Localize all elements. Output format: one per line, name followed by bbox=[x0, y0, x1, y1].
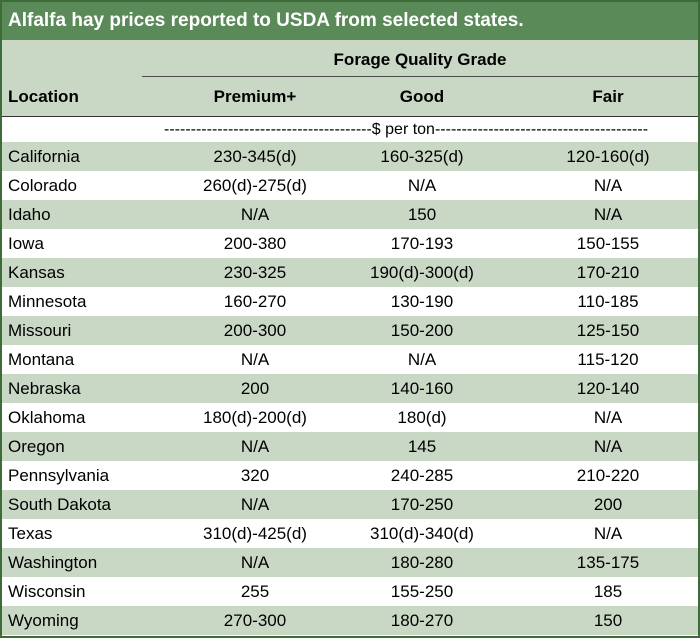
good-cell: N/A bbox=[407, 350, 437, 369]
premium-cell: 320 bbox=[240, 466, 270, 485]
location-cell: Wyoming bbox=[8, 611, 79, 630]
table-row: Oklahoma 180(d)-200(d) 180(d) N/A bbox=[2, 403, 698, 432]
premium-cell: N/A bbox=[240, 495, 270, 514]
good-cell: 170-250 bbox=[390, 495, 454, 514]
good-cell: 190(d)-300(d) bbox=[370, 263, 474, 282]
good-cell: 150 bbox=[407, 205, 437, 224]
premium-cell: 200-380 bbox=[223, 234, 287, 253]
premium-cell: N/A bbox=[240, 350, 270, 369]
fair-cell: N/A bbox=[593, 176, 623, 195]
good-cell: 240-285 bbox=[390, 466, 454, 485]
location-cell: Washington bbox=[8, 553, 98, 572]
table-row: Montana N/A N/A 115-120 bbox=[2, 345, 698, 374]
good-cell: 180-280 bbox=[390, 553, 454, 572]
premium-cell: 180(d)-200(d) bbox=[203, 408, 307, 427]
fair-cell: 170-210 bbox=[576, 263, 640, 282]
table-row: Kansas 230-325 190(d)-300(d) 170-210 bbox=[2, 258, 698, 287]
fair-cell: N/A bbox=[593, 408, 623, 427]
table-row: Colorado 260(d)-275(d) N/A N/A bbox=[2, 171, 698, 200]
location-cell: Missouri bbox=[8, 321, 72, 340]
table-row: Texas 310(d)-425(d) 310(d)-340(d) N/A bbox=[2, 519, 698, 548]
table-row: Oregon N/A 145 N/A bbox=[2, 432, 698, 461]
unit-row: ---------------------------------------$… bbox=[2, 117, 698, 142]
good-cell: 180-270 bbox=[390, 611, 454, 630]
table-row: Missouri 200-300 150-200 125-150 bbox=[2, 316, 698, 345]
location-cell: Kansas bbox=[8, 263, 65, 282]
fair-cell: 185 bbox=[593, 582, 623, 601]
table-row: Minnesota 160-270 130-190 110-185 bbox=[2, 287, 698, 316]
premium-cell: N/A bbox=[240, 205, 270, 224]
good-cell: 150-200 bbox=[390, 321, 454, 340]
fair-cell: 120-140 bbox=[576, 379, 640, 398]
premium-cell: 200-300 bbox=[223, 321, 287, 340]
premium-cell: 230-345(d) bbox=[213, 147, 297, 166]
premium-cell: 255 bbox=[240, 582, 270, 601]
good-column-header: Good bbox=[399, 87, 445, 106]
fair-column-header: Fair bbox=[592, 87, 624, 106]
premium-cell: 230-325 bbox=[223, 263, 287, 282]
premium-cell: 310(d)-425(d) bbox=[203, 524, 307, 543]
location-cell: Oregon bbox=[8, 437, 65, 456]
table-row: Wyoming 270-300 180-270 150 bbox=[2, 606, 698, 635]
good-cell: 160-325(d) bbox=[380, 147, 464, 166]
location-cell: Idaho bbox=[8, 205, 51, 224]
good-cell: 170-193 bbox=[390, 234, 454, 253]
good-cell: N/A bbox=[407, 176, 437, 195]
fair-cell: 200 bbox=[593, 495, 623, 514]
fair-cell: N/A bbox=[593, 205, 623, 224]
location-cell: California bbox=[8, 147, 80, 166]
good-cell: 140-160 bbox=[390, 379, 454, 398]
good-cell: 180(d) bbox=[397, 408, 447, 427]
fair-cell: N/A bbox=[593, 437, 623, 456]
fair-cell: 210-220 bbox=[576, 466, 640, 485]
fair-cell: 120-160(d) bbox=[566, 147, 650, 166]
good-cell: 130-190 bbox=[390, 292, 454, 311]
table-row: California 230-345(d) 160-325(d) 120-160(d) bbox=[2, 142, 698, 171]
fair-cell: 135-175 bbox=[576, 553, 640, 572]
fair-cell: N/A bbox=[593, 524, 623, 543]
header-divider bbox=[2, 116, 698, 117]
location-cell: Wisconsin bbox=[8, 582, 86, 601]
premium-cell: 270-300 bbox=[223, 611, 287, 630]
table-row: Washington N/A 180-280 135-175 bbox=[2, 548, 698, 577]
fair-cell: 125-150 bbox=[576, 321, 640, 340]
table-row: Idaho N/A 150 N/A bbox=[2, 200, 698, 229]
good-cell: 155-250 bbox=[390, 582, 454, 601]
good-cell: 145 bbox=[407, 437, 437, 456]
table-row: Pennsylvania 320 240-285 210-220 bbox=[2, 461, 698, 490]
table-row: Nebraska 200 140-160 120-140 bbox=[2, 374, 698, 403]
grade-group-label: Forage Quality Grade bbox=[333, 50, 507, 69]
location-cell: Minnesota bbox=[8, 292, 87, 311]
grade-group-rule bbox=[142, 76, 698, 77]
table-row: Iowa 200-380 170-193 150-155 bbox=[2, 229, 698, 258]
premium-cell: 160-270 bbox=[223, 292, 287, 311]
premium-cell: N/A bbox=[240, 437, 270, 456]
location-cell: Montana bbox=[8, 350, 75, 369]
location-cell: Texas bbox=[8, 524, 53, 543]
location-cell: South Dakota bbox=[8, 495, 112, 514]
premium-column-header: Premium+ bbox=[213, 87, 297, 106]
fair-cell: 150-155 bbox=[576, 234, 640, 253]
table-row: Wisconsin 255 155-250 185 bbox=[2, 577, 698, 606]
table-header: Forage Quality Grade Location Premium+ G… bbox=[2, 40, 698, 117]
location-column-header: Location bbox=[8, 87, 79, 106]
fair-cell: 150 bbox=[593, 611, 623, 630]
table-body: California 230-345(d) 160-325(d) 120-160(d)… bbox=[2, 142, 698, 635]
table-title: Alfalfa hay prices reported to USDA from… bbox=[2, 2, 698, 40]
location-cell: Colorado bbox=[8, 176, 77, 195]
premium-cell: N/A bbox=[240, 553, 270, 572]
location-cell: Pennsylvania bbox=[8, 466, 110, 485]
table-row: South Dakota N/A 170-250 200 bbox=[2, 490, 698, 519]
premium-cell: 200 bbox=[240, 379, 270, 398]
fair-cell: 110-185 bbox=[577, 292, 639, 311]
location-cell: Nebraska bbox=[8, 379, 81, 398]
location-cell: Iowa bbox=[8, 234, 44, 253]
good-cell: 310(d)-340(d) bbox=[370, 524, 474, 543]
location-cell: Oklahoma bbox=[8, 408, 86, 427]
premium-cell: 260(d)-275(d) bbox=[203, 176, 307, 195]
fair-cell: 115-120 bbox=[577, 350, 639, 369]
